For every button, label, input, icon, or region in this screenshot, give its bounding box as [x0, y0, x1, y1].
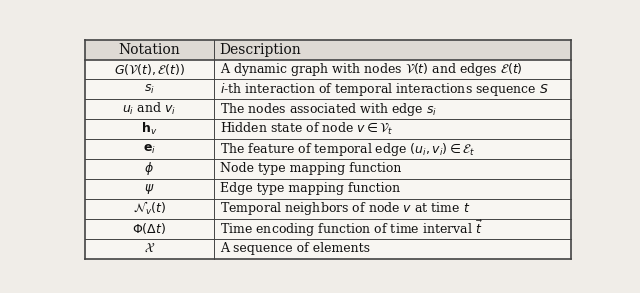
Text: $\Phi(\Delta t)$: $\Phi(\Delta t)$: [132, 221, 166, 236]
Bar: [85, 199, 571, 219]
Text: $\mathcal{N}_v(t)$: $\mathcal{N}_v(t)$: [132, 200, 166, 217]
Text: Time encoding function of time interval $\vec{t}$: Time encoding function of time interval …: [220, 219, 483, 239]
Text: $u_i$ and $v_i$: $u_i$ and $v_i$: [122, 101, 177, 117]
Bar: [85, 139, 571, 159]
Text: The nodes associated with edge $s_i$: The nodes associated with edge $s_i$: [220, 101, 437, 118]
Text: A dynamic graph with nodes $\mathcal{V}(t)$ and edges $\mathcal{E}(t)$: A dynamic graph with nodes $\mathcal{V}(…: [220, 61, 522, 78]
Text: $\mathcal{X}$: $\mathcal{X}$: [144, 242, 155, 255]
Bar: [85, 79, 571, 99]
Bar: [85, 219, 571, 239]
Text: Temporal neighbors of node $v$ at time $t$: Temporal neighbors of node $v$ at time $…: [220, 200, 470, 217]
Text: A sequence of elements: A sequence of elements: [220, 242, 370, 255]
Bar: [85, 59, 571, 79]
Text: $\psi$: $\psi$: [144, 182, 155, 196]
Bar: [85, 99, 571, 119]
Bar: [85, 239, 571, 258]
Text: $i$-th interaction of temporal interactions sequence $S$: $i$-th interaction of temporal interacti…: [220, 81, 548, 98]
Text: $\mathbf{h}_v$: $\mathbf{h}_v$: [141, 121, 157, 137]
Text: Notation: Notation: [118, 42, 180, 57]
Text: Edge type mapping function: Edge type mapping function: [220, 182, 400, 195]
Text: $s_i$: $s_i$: [144, 83, 155, 96]
Bar: [85, 159, 571, 179]
Bar: [85, 119, 571, 139]
Bar: [85, 40, 571, 59]
Bar: [85, 179, 571, 199]
Text: Hidden state of node $v \in \mathcal{V}_t$: Hidden state of node $v \in \mathcal{V}_…: [220, 121, 394, 137]
Text: $\mathbf{e}_i$: $\mathbf{e}_i$: [143, 142, 156, 156]
Text: Node type mapping function: Node type mapping function: [220, 163, 401, 176]
Text: $\phi$: $\phi$: [145, 161, 154, 178]
Text: $G(\mathcal{V}(t), \mathcal{E}(t))$: $G(\mathcal{V}(t), \mathcal{E}(t))$: [114, 62, 185, 77]
Text: The feature of temporal edge $(u_i, v_i) \in \mathcal{E}_t$: The feature of temporal edge $(u_i, v_i)…: [220, 141, 475, 158]
Text: Description: Description: [220, 42, 301, 57]
